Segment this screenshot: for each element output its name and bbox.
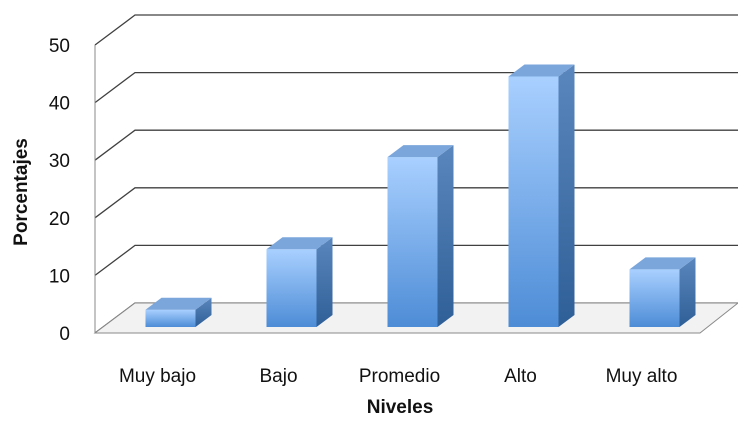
bar-front (629, 269, 680, 327)
bar-side (437, 145, 454, 327)
bar-side (195, 297, 212, 327)
bar (629, 257, 696, 327)
bar (266, 237, 333, 327)
x-category-label: Promedio (359, 366, 440, 387)
bar-side (679, 257, 696, 327)
bar-side (316, 237, 333, 327)
y-tick-labels: 0 10 20 30 40 50 (49, 36, 70, 345)
gridline (94, 14, 738, 46)
y-tick-label: 20 (49, 209, 70, 230)
x-category-label: Alto (504, 366, 537, 387)
bars (145, 64, 696, 327)
bar-top (145, 297, 212, 310)
bar-front (387, 157, 438, 327)
x-category-label: Muy alto (606, 366, 678, 387)
bar-top (387, 145, 454, 158)
gridline (94, 71, 738, 104)
x-axis-title: Niveles (367, 397, 434, 418)
x-category-labels: Muy bajo Bajo Promedio Alto Muy alto (119, 366, 677, 387)
y-tick-label: 40 (49, 94, 70, 115)
bar (387, 145, 454, 327)
y-tick-label: 50 (49, 36, 70, 57)
bar (145, 297, 212, 327)
bar-side (558, 64, 575, 327)
x-category-label: Muy bajo (119, 366, 196, 387)
y-tick-label: 0 (59, 324, 70, 345)
y-tick-label: 30 (49, 151, 70, 172)
bar-top (629, 257, 696, 270)
bar-front (145, 309, 196, 327)
bar-front (266, 249, 317, 327)
x-category-label: Bajo (259, 366, 297, 387)
bar-top (508, 64, 575, 77)
bar (508, 64, 575, 327)
y-axis-title: Porcentajes (11, 138, 32, 246)
bar-top (266, 237, 333, 250)
bar-front (508, 76, 559, 327)
y-tick-label: 10 (49, 266, 70, 287)
